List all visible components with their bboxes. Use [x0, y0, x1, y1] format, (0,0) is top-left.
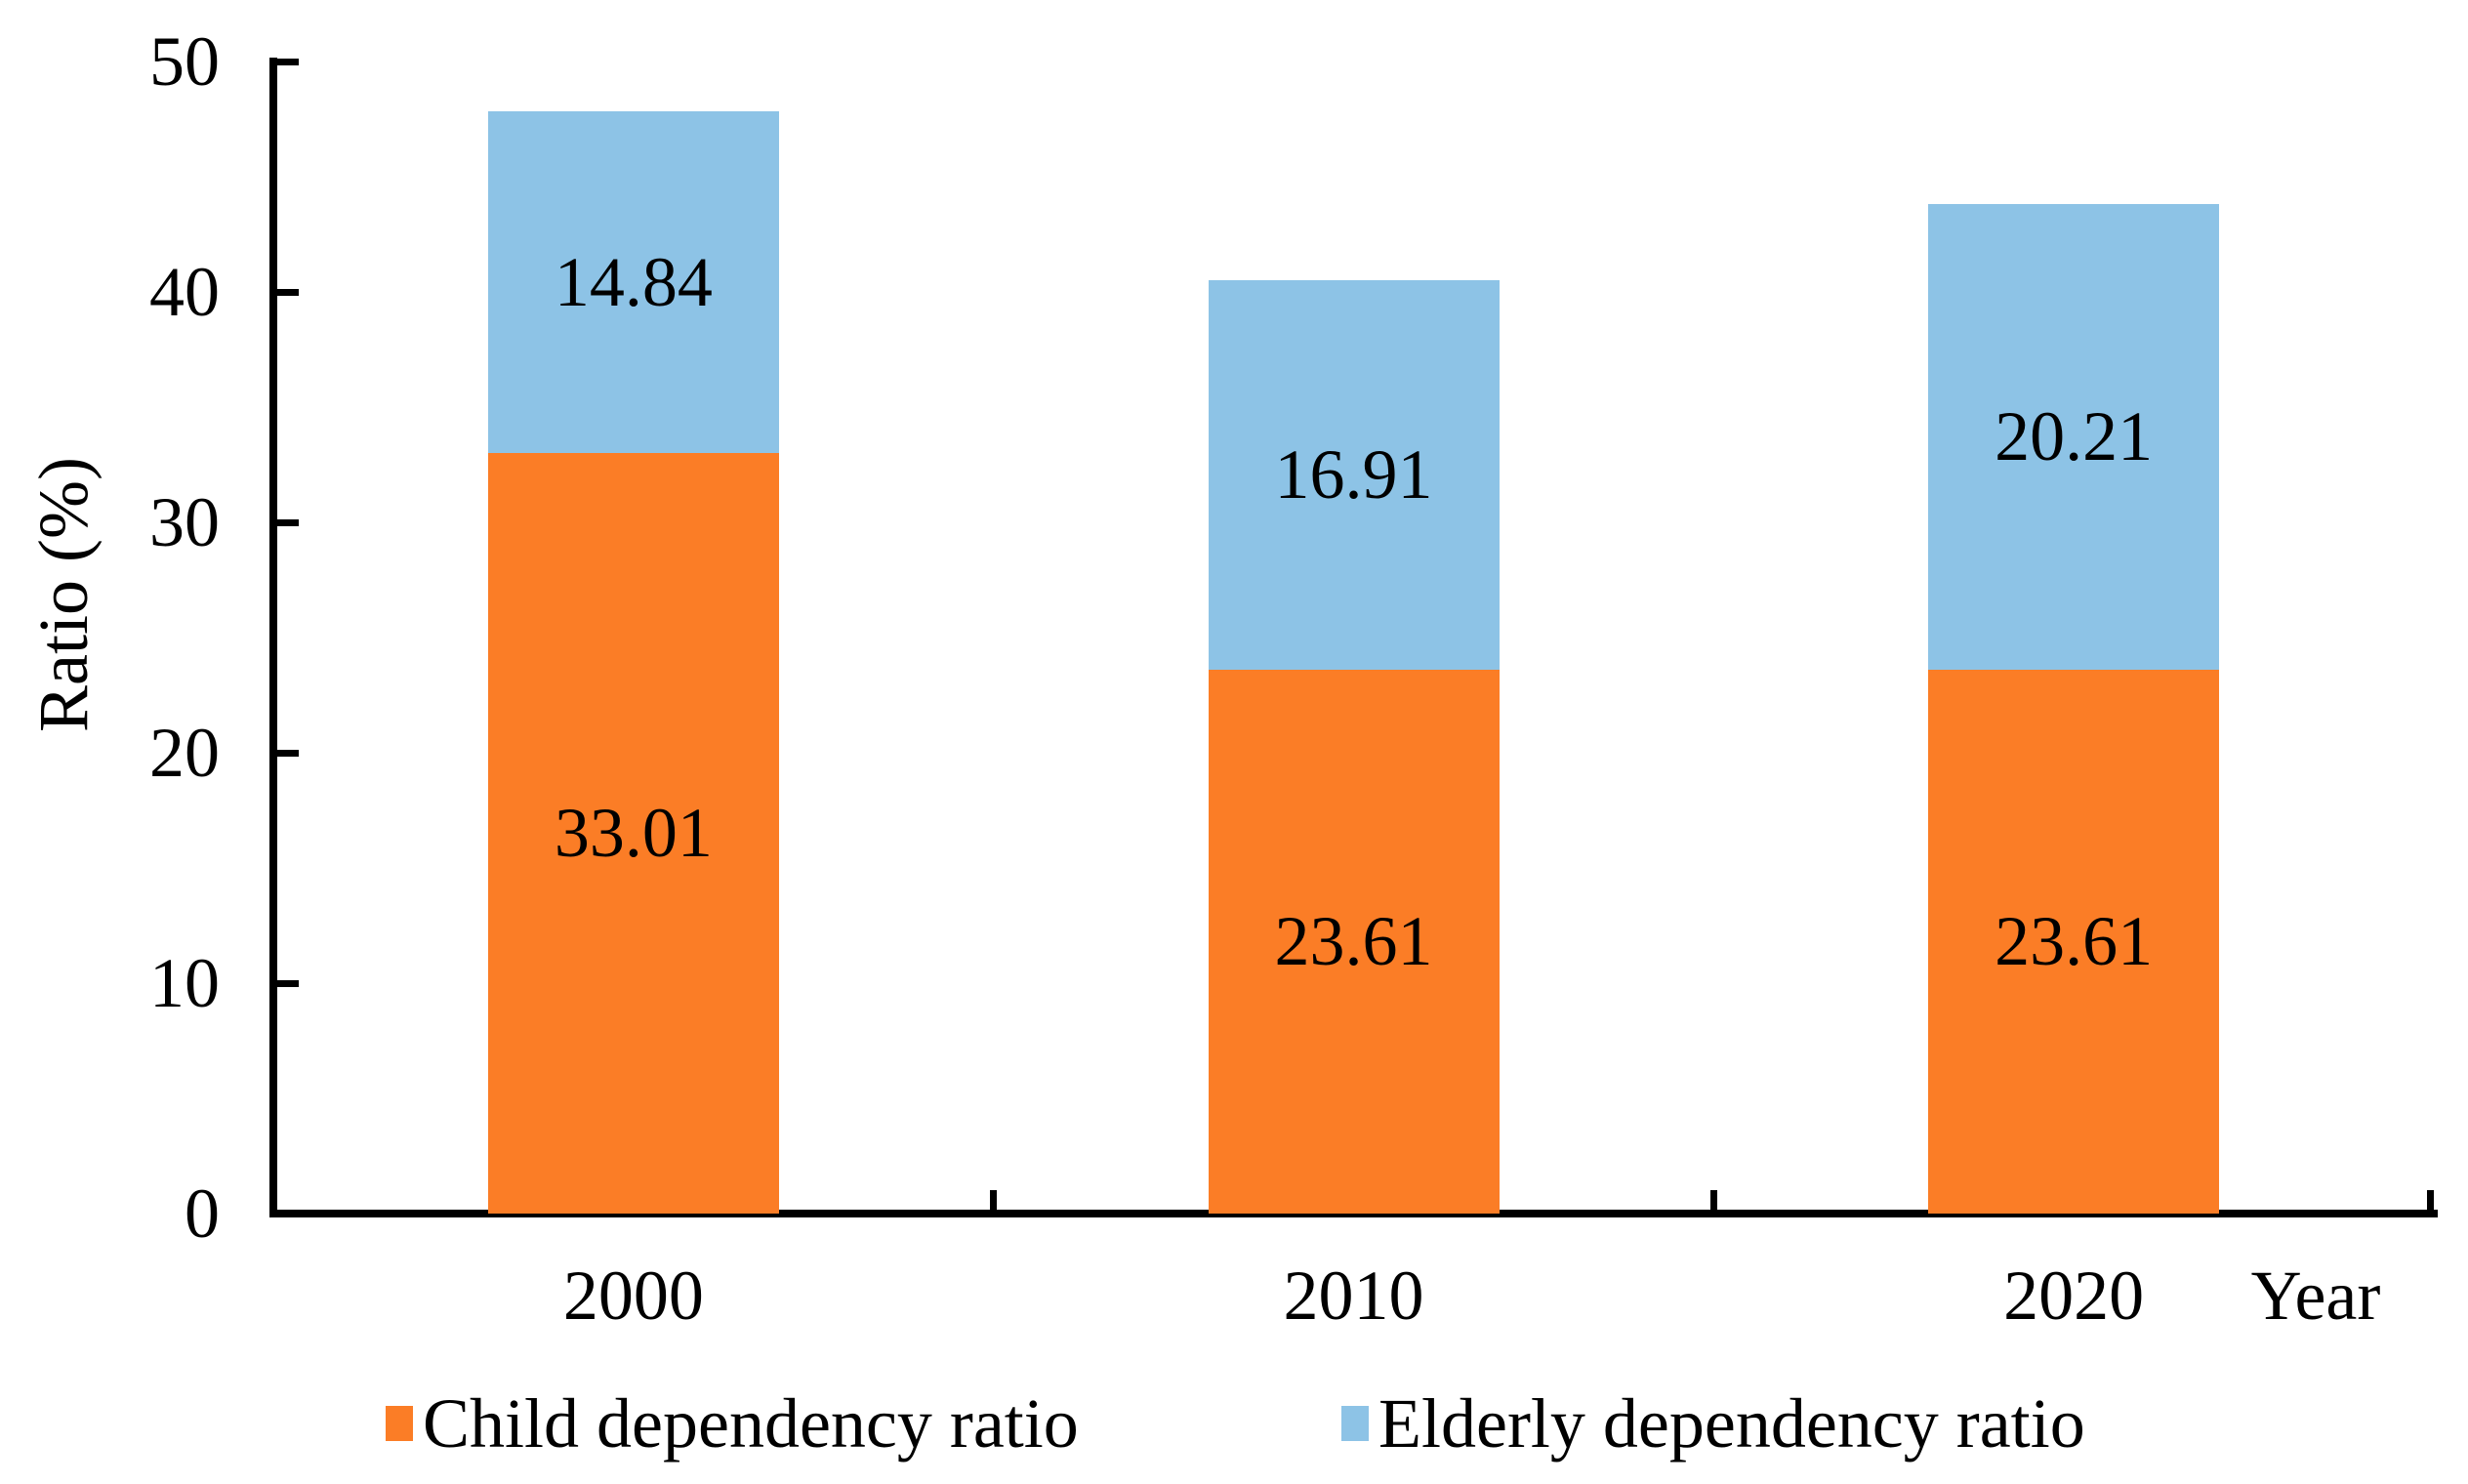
y-tick-label: 30 — [149, 483, 220, 561]
legend-item-elderly: Elderly dependency ratio — [1341, 1388, 2085, 1459]
x-tick-mark — [1709, 1190, 1717, 1210]
y-tick-label: 50 — [149, 22, 220, 101]
bar-value-label: 14.84 — [554, 242, 713, 321]
bar-value-label: 23.61 — [1995, 902, 2154, 981]
legend: Child dependency ratio Elderly dependenc… — [0, 1388, 2468, 1466]
y-tick-mark — [277, 58, 299, 65]
bar-segment — [487, 452, 779, 1214]
x-tick-mark — [990, 1190, 998, 1210]
bar-value-label: 16.91 — [1274, 435, 1433, 515]
bar-segment — [1928, 669, 2220, 1214]
x-axis-title: Year — [2250, 1257, 2381, 1335]
bar-segment — [1208, 279, 1500, 670]
bar-segment — [487, 110, 779, 453]
bar-value-label: 23.61 — [1274, 902, 1433, 981]
y-axis-line — [269, 58, 277, 1217]
x-tick-mark — [2426, 1190, 2434, 1210]
x-category-label: 2010 — [1283, 1257, 1424, 1335]
y-tick-mark — [277, 749, 299, 757]
legend-swatch-elderly — [1341, 1406, 1369, 1441]
y-axis-title: Ratio (%) — [24, 457, 103, 732]
bar-value-label: 33.01 — [554, 794, 713, 873]
y-tick-label: 20 — [149, 714, 220, 792]
bar-value-label: 20.21 — [1995, 397, 2154, 476]
y-tick-label: 10 — [149, 944, 220, 1022]
y-tick-mark — [277, 979, 299, 987]
bar-segment — [1208, 669, 1500, 1214]
x-category-label: 2020 — [2003, 1257, 2145, 1335]
y-tick-mark — [277, 518, 299, 526]
y-tick-label: 40 — [149, 253, 220, 331]
bar-segment — [1928, 203, 2220, 670]
x-axis-line — [269, 1210, 2438, 1217]
legend-swatch-child — [386, 1406, 413, 1441]
y-tick-label: 0 — [185, 1175, 220, 1253]
legend-item-child: Child dependency ratio — [386, 1388, 1079, 1459]
legend-label-child: Child dependency ratio — [423, 1384, 1079, 1463]
legend-label-elderly: Elderly dependency ratio — [1378, 1384, 2085, 1463]
y-tick-mark — [277, 288, 299, 296]
x-category-label: 2000 — [562, 1257, 704, 1335]
